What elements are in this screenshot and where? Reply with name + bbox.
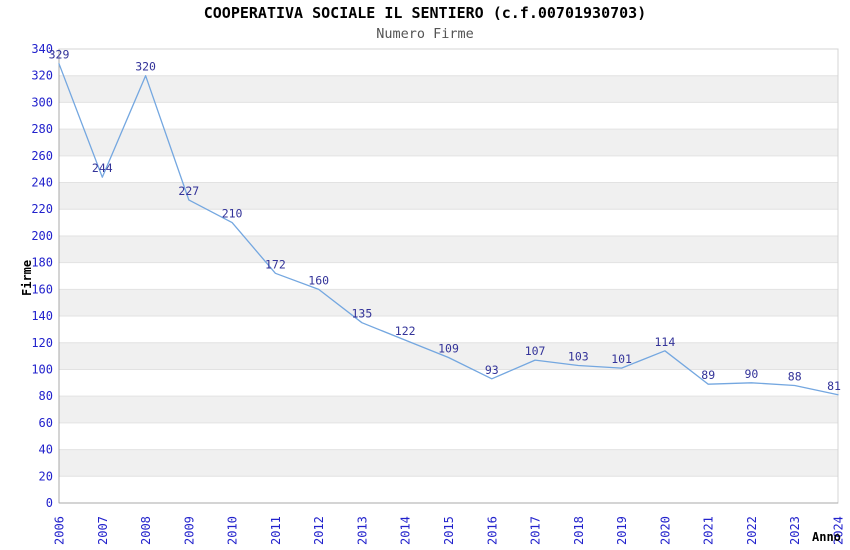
x-tick-label: 2019 [615,516,629,545]
data-point-label: 114 [655,335,676,349]
y-tick-label: 40 [39,443,53,457]
x-tick-label: 2010 [226,516,240,545]
y-tick-label: 80 [39,389,53,403]
y-tick-label: 300 [31,95,53,109]
data-point-label: 109 [438,342,459,356]
x-tick-label: 2011 [269,516,283,545]
x-tick-label: 2020 [658,516,672,545]
y-tick-label: 200 [31,229,53,243]
x-tick-label: 2012 [312,516,326,545]
y-tick-label: 140 [31,309,53,323]
background-band [59,129,838,156]
x-tick-label: 2024 [832,516,846,545]
y-tick-label: 0 [46,496,53,510]
x-tick-label: 2015 [442,516,456,545]
plot-border [58,48,839,504]
background-band [59,75,838,103]
background-band [59,289,838,317]
data-point-label: 329 [49,48,70,62]
data-point-label: 320 [135,60,156,74]
y-tick-label: 180 [31,256,53,270]
data-point-label: 93 [485,363,499,377]
data-point-label: 103 [568,350,589,364]
data-point-label: 135 [352,307,373,321]
y-tick-label: 120 [31,336,53,350]
x-tick-label: 2013 [355,516,369,545]
data-point-label: 81 [827,379,841,393]
background-band [59,342,838,370]
data-point-label: 227 [178,184,199,198]
data-point-label: 88 [788,370,802,384]
x-tick-label: 2017 [529,516,543,545]
x-tick-label: 2021 [702,516,716,545]
chart-title: COOPERATIVA SOCIALE IL SENTIERO (c.f.007… [203,4,647,22]
x-tick-label: 2007 [96,516,110,545]
x-tick-label: 2006 [53,516,67,545]
series-line [58,63,839,396]
background-band [59,396,838,423]
data-point-label: 210 [222,207,243,221]
x-tick-label: 2023 [788,516,802,545]
x-tick-label: 2014 [399,516,413,545]
background-band [59,235,838,263]
x-tick-label: 2022 [745,516,759,545]
data-point-label: 107 [525,344,546,358]
data-point-label: 172 [265,257,286,271]
y-tick-label: 320 [31,69,53,83]
data-point-label: 122 [395,324,416,338]
x-tick-label: 2018 [572,516,586,545]
x-axis-title: Anno [812,530,841,544]
y-tick-label: 20 [39,469,53,483]
data-point-label: 101 [611,352,632,366]
y-tick-label: 220 [31,202,53,216]
chart-subtitle: Numero Firme [376,26,474,42]
x-tick-label: 2016 [485,516,499,545]
x-tick-label: 2009 [182,516,196,545]
data-point-label: 90 [744,367,758,381]
data-point-label: 89 [701,368,715,382]
y-tick-label: 60 [39,416,53,430]
y-tick-label: 260 [31,149,53,163]
y-axis-title: Firme [20,259,34,296]
background-band [59,449,838,477]
data-point-label: 160 [308,273,329,287]
y-tick-label: 280 [31,122,53,136]
background-band [59,182,838,210]
x-tick-label: 2008 [139,516,153,545]
y-tick-label: 160 [31,282,53,296]
y-tick-label: 100 [31,362,53,376]
y-tick-label: 240 [31,176,53,190]
data-point-label: 244 [92,161,113,175]
y-tick-label: 340 [31,42,53,56]
